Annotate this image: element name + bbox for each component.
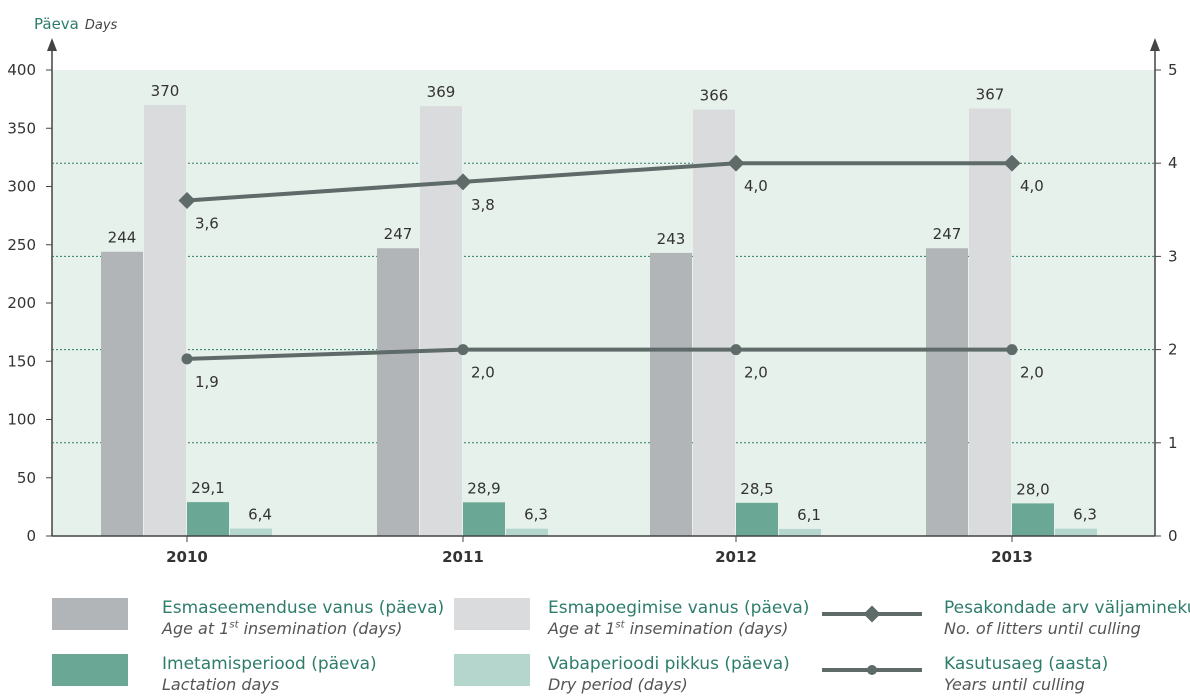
series-line [186,161,1012,203]
bar [230,528,272,536]
point-marker-diamond [1003,154,1021,172]
right-tick-label: 2 [1168,341,1178,359]
chart-svg: 0 50 100 150 200 250 300 350 400 0 1 2 3 4 5 2010 2011 20… [7,15,1178,566]
data-label: 6,1 [797,506,821,524]
right-tick-label: 0 [1168,527,1178,545]
legend-diamond-line-icon [822,605,922,623]
data-label: 369 [427,83,456,101]
left-tick-label: 350 [7,119,36,137]
right-axis-arrow [1150,38,1160,51]
bar [926,248,968,536]
bar [187,502,229,536]
left-tick-label: 0 [26,527,36,545]
point-marker-diamond [727,154,745,172]
data-label: 28,9 [467,479,500,497]
left-tick-label: 250 [7,236,36,254]
axis-title-main: Päeva [34,15,79,33]
left-tick-label: 100 [7,411,36,429]
data-label: 244 [108,229,137,247]
series-line [186,347,1012,361]
legend-label-main: Esmapoegimise vanus (päeva) [548,598,810,618]
legend-swatch-light-green [454,654,530,686]
right-tick-label: 4 [1168,154,1178,172]
data-label: 6,3 [524,506,548,524]
legend-swatch-green [52,654,128,686]
legend-label-main: Esmaseemenduse vanus (päeva) [162,598,445,618]
legend-label-sub: Lactation days [162,675,280,694]
point-marker-circle [1006,344,1018,356]
right-tick-label: 5 [1168,61,1178,79]
left-axis-arrow [47,38,57,51]
data-label: 3,8 [471,196,495,214]
legend-swatch-dark-gray [52,598,128,630]
data-label: 4,0 [744,177,768,195]
bar [650,252,692,536]
data-label: 6,4 [248,506,272,524]
axis-title-sub: Days [85,18,118,33]
bar [506,528,548,536]
data-label: 367 [976,85,1005,103]
legend-label-sub: No. of litters until culling [944,619,1141,638]
category-label: 2012 [715,548,757,566]
data-label: 28,5 [740,480,773,498]
data-label: 2,0 [744,364,768,382]
point-marker-diamond [454,173,472,191]
legend-label-sub: Age at 1st insemination (days) [162,619,403,638]
data-label: 28,0 [1016,480,1049,498]
bar [463,502,505,536]
legend-swatch-light-gray [454,598,530,630]
data-label: 247 [384,225,413,243]
bar [693,109,735,537]
data-label: 2,0 [471,364,495,382]
category-label: 2013 [991,548,1033,566]
data-label: 6,3 [1073,506,1097,524]
legend-label-main: Vabaperioodi pikkus (päeva) [548,654,790,674]
point-marker-diamond [178,191,196,209]
point-marker-circle [181,353,193,365]
left-tick-label: 150 [7,352,36,370]
bar [377,248,419,536]
legend-label-main: Pesakondade arv väljaminekul [944,598,1190,618]
left-tick-label: 300 [7,178,36,196]
data-label: 3,6 [195,214,219,232]
legend-label-main: Kasutusaeg (aasta) [944,654,1109,674]
data-label: 247 [933,225,962,243]
category-label: 2011 [442,548,484,566]
legend-label-sub: Years until culling [944,675,1085,694]
left-tick-label: 200 [7,294,36,312]
data-label: 1,9 [195,373,219,391]
bar [1012,503,1054,536]
data-label: 243 [657,230,686,248]
point-marker-circle [457,344,469,356]
axis-title: Päeva Days [34,15,118,33]
bar [779,528,821,536]
category-label: 2010 [166,548,208,566]
legend-label-sub: Age at 1st insemination (days) [548,619,789,638]
bar [101,251,143,537]
legend-label-main: Imetamisperiood (päeva) [162,654,377,674]
data-label: 4,0 [1020,177,1044,195]
data-label: 366 [700,87,729,105]
legend-label-sub: Dry period (days) [548,675,688,694]
bar [969,108,1011,536]
right-tick-label: 1 [1168,434,1178,452]
bar [420,106,462,537]
point-marker-circle [730,344,742,356]
right-tick-label: 3 [1168,247,1178,265]
data-label: 2,0 [1020,364,1044,382]
legend-circle-line-icon [822,665,922,675]
bar [144,104,186,536]
left-tick-label: 400 [7,61,36,79]
left-tick-label: 50 [17,469,36,487]
bar [736,502,778,536]
data-label: 29,1 [191,479,224,497]
legend: Esmaseemenduse vanus (päeva) Age at 1st … [0,590,1190,700]
data-label: 370 [151,82,180,100]
bar [1055,528,1097,536]
